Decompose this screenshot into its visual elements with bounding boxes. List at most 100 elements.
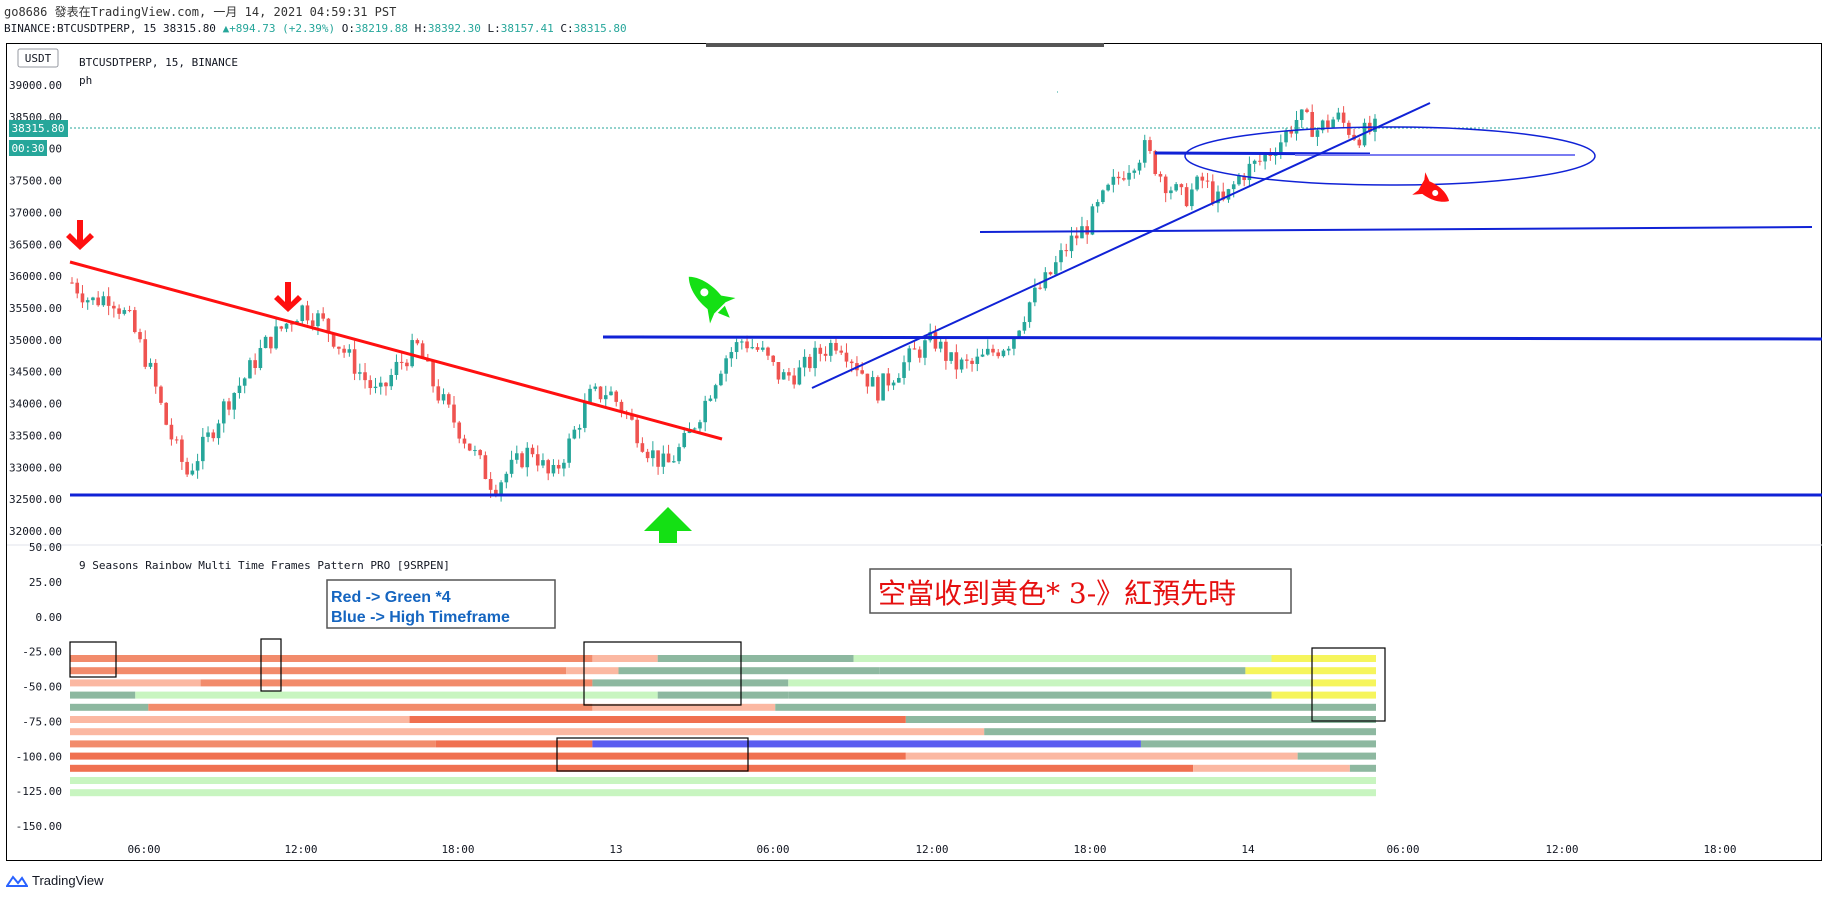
candle-body [823,353,828,356]
candle-body [1190,189,1194,207]
time-axis[interactable]: 06:00 12:00 18:00 13 06:00 12:00 18:00 14 06:00 1… [127,843,1736,856]
candle-body [431,361,435,387]
level-line-36550[interactable] [979,226,1813,233]
heatmap-cell [1271,691,1376,699]
tradingview-logo[interactable]: TradingView [6,873,104,888]
candle-body [985,348,990,355]
candle-body [263,336,268,349]
candle-body [1237,175,1241,185]
candle-body [279,326,284,329]
pane-handle [706,43,1104,47]
heatmap-cell [657,691,789,699]
candle-body [289,323,294,325]
candle-body [373,386,378,389]
candle-body [216,423,221,439]
triangle-up-icon: ▲ [222,22,230,35]
drawings-layer[interactable] [66,91,1823,543]
candle-body [1059,250,1063,263]
candle-body [776,362,781,380]
candle-body [755,347,760,350]
resistance-line-35000[interactable] [602,335,1823,341]
candle-body [384,382,388,387]
level-line-37900[interactable] [1154,151,1371,156]
red-arrow-down-icon [274,282,302,312]
candle-body [122,310,127,314]
candle-body [1320,120,1325,131]
price-tick-label: 36500.00 [9,238,62,251]
indicator-axis[interactable]: 50.00 25.00 0.00 -25.00 -50.00 -75.00 -100.00 -… [16,541,62,833]
candle-body [886,373,891,386]
candle-body [651,450,655,459]
candle-body [708,398,713,401]
heatmap-cell [70,740,436,748]
candle-body [488,479,493,490]
candle-body [441,394,446,401]
indicator-legend-ph[interactable]: ph [79,74,92,87]
candle-body [1247,163,1252,181]
heatmap-cell [1193,764,1350,772]
candle-body [698,422,702,429]
candle-body [174,439,179,441]
highlight-box[interactable] [1311,647,1386,722]
candle-body [159,386,163,403]
blue-trendline[interactable] [811,102,1431,389]
highlight-box[interactable] [260,638,282,692]
candle-body [1184,187,1189,207]
chinese-annotation-box[interactable] [869,568,1292,614]
heatmap-cell [592,655,658,662]
candle-body [70,282,74,284]
candle-body [347,349,352,353]
symbol-legend[interactable]: BTCUSDTPERP, 15, BINANCE [79,56,238,69]
candle-body [535,454,540,466]
candle-body [143,339,148,367]
candle-body [1347,122,1351,135]
candle-body [1226,189,1231,200]
candle-body [1279,142,1283,155]
candle-body [1263,154,1267,162]
highlight-boxes[interactable] [69,638,1386,772]
candle-body [975,356,980,364]
heatmap-cell [70,716,410,723]
indicator-title[interactable]: 9 Seasons Rainbow Multi Time Frames Patt… [79,559,450,572]
candle-body [991,348,995,353]
red-trendline[interactable] [69,260,723,441]
blue-ellipse[interactable] [1184,126,1596,186]
indicator-tick-label: 50.00 [29,541,62,554]
candle-body [1038,287,1042,289]
candle-body [781,372,786,380]
candle-body [462,438,467,444]
candle-body [614,391,619,402]
heatmap-cell [1245,667,1376,675]
candle-body [211,432,216,439]
price-tick-label: 35500.00 [9,302,62,315]
indicator-tick-label: -50.00 [22,681,62,694]
highlight-box[interactable] [583,641,742,706]
candle-body [577,427,582,430]
candle-body [415,340,420,344]
candle-body [1001,350,1006,357]
candle-body [389,374,394,387]
candle-body [127,310,132,312]
price-tick-label: 32000.00 [9,525,62,538]
ohlc-header: BINANCE:BTCUSDTPERP, 15 38315.80 ▲+894.7… [4,22,627,35]
candle-body [101,296,106,306]
highlight-box[interactable] [556,737,749,772]
candle-body [352,349,357,374]
price-tick-label: 35000.00 [9,334,62,347]
candle-body [949,352,953,361]
price-tick-label: 33000.00 [9,461,62,474]
candle-body [1205,180,1210,182]
annotation-box[interactable] [326,579,556,629]
candle-body [331,333,336,347]
candle-body [1101,190,1105,203]
time-tick-label: 12:00 [915,843,948,856]
indicator-tick-label: -75.00 [22,715,62,728]
candle-body [740,341,744,343]
candle-body [640,443,645,452]
candle-body [588,388,592,403]
highlight-box[interactable] [69,641,117,678]
currency-button[interactable] [17,48,59,68]
price-axis[interactable]: 39000.0038500.0038000.0037500.0037000.00… [9,79,62,538]
candle-body [760,347,765,350]
